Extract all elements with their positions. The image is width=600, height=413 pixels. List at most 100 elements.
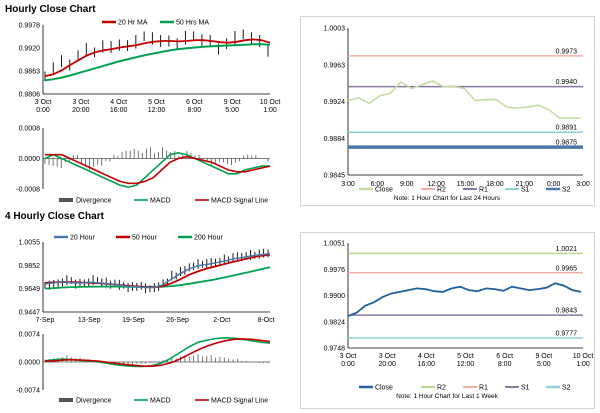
4hourly-levels-chart: 1.0051 0.9976 0.9900 0.9824 0.9748 1.0021 0.99… bbox=[300, 232, 595, 410]
y-tick-label: 0.9852 bbox=[19, 263, 41, 270]
x-tick-date: 5 Oct bbox=[148, 99, 165, 106]
y-tick-label: 0.0074 bbox=[19, 332, 41, 339]
legend-r1-label: R1 bbox=[479, 187, 488, 194]
legend-divergence-label: Divergence bbox=[76, 198, 112, 205]
level-label-r2: 1.0021 bbox=[556, 246, 578, 253]
y-tick-label: 0.9748 bbox=[324, 346, 346, 353]
level-label-r2: 0.9973 bbox=[556, 48, 578, 55]
x-tick-label: 15:00 bbox=[457, 181, 475, 188]
close-line bbox=[347, 80, 581, 119]
x-tick-time: 8:00 bbox=[188, 107, 202, 114]
signal-line bbox=[44, 338, 271, 367]
chart-frame bbox=[300, 232, 595, 409]
ma20-line bbox=[44, 252, 271, 289]
y-tick-label: 0.9824 bbox=[324, 319, 346, 326]
level-label-s1: 0.9891 bbox=[556, 125, 578, 132]
y-tick-label: 0.9963 bbox=[324, 62, 346, 69]
level-label-r1: 0.9940 bbox=[556, 79, 578, 86]
y-tick-label: -0.0008 bbox=[16, 187, 40, 194]
x-tick-date: 3 Oct bbox=[35, 99, 52, 106]
hourly-price-chart: 20 Hr MA 50 Hrs MA 0.9978 0.9920 0.9863 0.980… bbox=[0, 16, 285, 120]
x-tick-label: 6:00 bbox=[371, 181, 385, 188]
legend-s1-label: S1 bbox=[521, 385, 530, 392]
x-tick-time: 20:00 bbox=[72, 107, 90, 114]
y-tick-label: 0.9845 bbox=[324, 173, 346, 180]
4hourly-price-chart: 20 Hour 50 Hour 200 Hour 1.0055 0.9852 0.9649… bbox=[0, 225, 285, 330]
level-label-s2: 0.9875 bbox=[556, 140, 578, 147]
legend-divergence-label: Divergence bbox=[76, 398, 112, 405]
ma200-line bbox=[44, 266, 271, 290]
legend-divergence-swatch bbox=[59, 198, 73, 202]
y-tick-label: 0.9447 bbox=[19, 310, 41, 317]
signal-line bbox=[45, 153, 271, 185]
x-tick-time: 20:00 bbox=[378, 361, 396, 368]
x-tick-date: 9 Oct bbox=[535, 353, 552, 360]
chart-frame bbox=[300, 16, 595, 206]
x-tick-date: 10 Oct bbox=[260, 99, 281, 106]
x-tick-time: 8:00 bbox=[498, 361, 512, 368]
legend-signal-label: MACD Signal Line bbox=[211, 198, 268, 205]
y-tick-label: 0.0000 bbox=[19, 156, 41, 163]
x-tick-date: 5 Oct bbox=[457, 353, 474, 360]
x-tick-label: 26-Sep bbox=[166, 317, 189, 324]
4hourly-price-svg: 20 Hour 50 Hour 200 Hour 1.0055 0.9852 0.9649… bbox=[19, 235, 275, 325]
x-tick-time: 12:00 bbox=[148, 107, 166, 114]
y-tick-label: 0.9863 bbox=[19, 69, 41, 76]
y-tick-label: 0.9924 bbox=[324, 99, 346, 106]
x-tick-time: 0:00 bbox=[36, 107, 50, 114]
x-tick-time: 5:00 bbox=[225, 107, 239, 114]
x-tick-label: 7-Sep bbox=[36, 317, 55, 324]
y-tick-label: 0.0000 bbox=[19, 360, 41, 367]
x-tick-time: 12:00 bbox=[457, 361, 475, 368]
level-label-s2: 0.9777 bbox=[556, 330, 578, 337]
close-line bbox=[347, 282, 582, 317]
legend-close-label: Close bbox=[375, 385, 393, 392]
x-tick-label: 3:00 bbox=[576, 181, 590, 188]
4hourly-macd-svg: 0.0074 0.0000 -0.0074 Divergence MACD MACD Si… bbox=[16, 332, 271, 405]
4hourly-levels-svg: 1.0051 0.9976 0.9900 0.9824 0.9748 1.0021 0.99… bbox=[300, 232, 595, 409]
y-tick-label: 0.9920 bbox=[19, 46, 41, 53]
hourly-macd-chart: 0.0008 0.0000 -0.0008 Divergence MACD MACD Si… bbox=[0, 122, 285, 207]
x-tick-label: 21:00 bbox=[515, 181, 533, 188]
x-tick-time: 16:00 bbox=[418, 361, 436, 368]
4hourly-section-title: 4 Hourly Close Chart bbox=[5, 211, 104, 222]
x-tick-date: 9 Oct bbox=[224, 99, 241, 106]
y-tick-label: 0.9649 bbox=[19, 286, 41, 293]
legend-macd-label: MACD bbox=[150, 398, 171, 405]
y-tick-label: 0.9806 bbox=[19, 92, 41, 99]
legend-divergence-swatch bbox=[59, 398, 73, 402]
hourly-levels-svg: 1.0003 0.9963 0.9924 0.9884 0.9845 0.9973 0.99… bbox=[300, 16, 595, 206]
x-tick-date: 3 Oct bbox=[72, 99, 89, 106]
x-tick-label: 18:00 bbox=[486, 181, 504, 188]
legend-r2-label: R2 bbox=[437, 385, 446, 392]
legend-ma20-label: 20 Hr MA bbox=[118, 20, 148, 27]
legend-ma200-label: 200 Hour bbox=[194, 235, 223, 242]
x-tick-label: 12:00 bbox=[427, 181, 445, 188]
y-tick-label: 1.0055 bbox=[19, 240, 41, 247]
x-tick-date: 4 Oct bbox=[110, 99, 127, 106]
x-tick-label: 2-Oct bbox=[213, 317, 230, 324]
x-tick-label: 0:00 bbox=[547, 181, 561, 188]
x-tick-date: 4 Oct bbox=[418, 353, 435, 360]
x-tick-time: 1:00 bbox=[263, 107, 277, 114]
x-tick-label: 3:00 bbox=[341, 181, 355, 188]
chart-note: Note: 1 Hour Chart for Last 1 Week bbox=[396, 393, 499, 400]
ma50-line bbox=[44, 43, 271, 82]
x-tick-label: 19-Sep bbox=[122, 317, 145, 324]
level-label-s1: 0.9843 bbox=[556, 308, 578, 315]
x-tick-date: 3 Oct bbox=[340, 353, 357, 360]
x-tick-date: 3 Oct bbox=[379, 353, 396, 360]
y-tick-label: 0.9978 bbox=[19, 23, 41, 30]
x-tick-date: 6 Oct bbox=[496, 353, 513, 360]
y-tick-label: 1.0051 bbox=[324, 241, 346, 248]
y-tick-label: 1.0003 bbox=[324, 26, 346, 33]
level-label-r1: 0.9965 bbox=[556, 265, 578, 272]
legend-close-label: Close bbox=[375, 187, 393, 194]
macd-line bbox=[44, 151, 270, 188]
hourly-price-svg: 20 Hr MA 50 Hrs MA 0.9978 0.9920 0.9863 0.980… bbox=[19, 20, 281, 115]
legend-macd-label: MACD bbox=[150, 198, 171, 205]
hourly-macd-svg: 0.0008 0.0000 -0.0008 Divergence MACD MACD Si… bbox=[16, 126, 271, 205]
legend-r1-label: R1 bbox=[479, 385, 488, 392]
y-tick-label: -0.0074 bbox=[16, 388, 40, 395]
y-tick-label: 0.9900 bbox=[324, 293, 346, 300]
